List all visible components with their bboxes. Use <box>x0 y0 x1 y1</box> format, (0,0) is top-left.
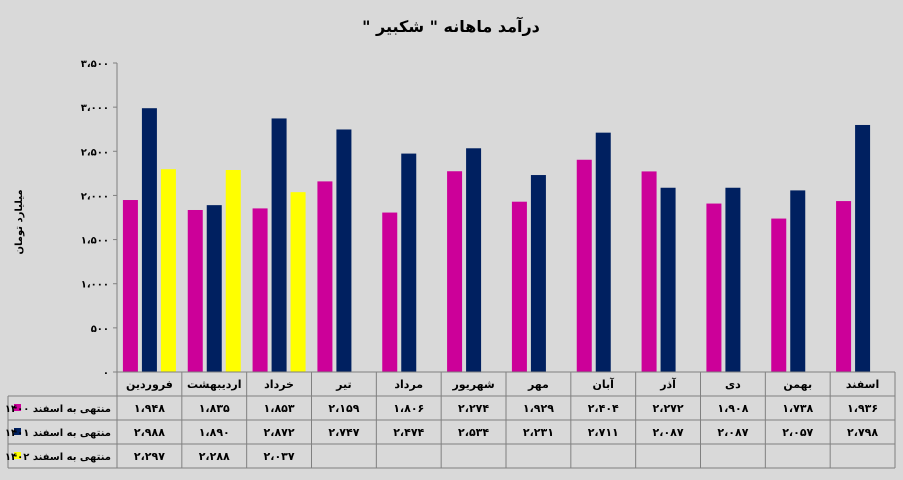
y-tick-label: ۱،۰۰۰ <box>81 280 109 291</box>
data-label: ۱،۸۵۳ <box>264 402 295 415</box>
y-axis: ۰ ۵۰۰ ۱،۰۰۰ ۱،۵۰۰ ۲،۰۰۰ ۲،۵۰۰ ۳،۰۰۰ ۳،۵۰۰ <box>81 59 118 379</box>
data-label: ۱،۸۰۶ <box>393 402 424 415</box>
data-label: ۲،۷۱۱ <box>588 426 619 439</box>
data-table: فروردین اردیبهشت خرداد تیر مرداد شهریور مهر آبا… <box>5 371 896 469</box>
y-tick-label: ۳،۰۰۰ <box>81 103 109 114</box>
bar <box>576 159 592 372</box>
bar <box>225 170 241 372</box>
bar <box>836 201 852 372</box>
bar <box>382 212 398 372</box>
legend-label: منتهی به اسفند ۱۴۰۰ <box>5 404 111 415</box>
bar <box>401 153 417 372</box>
category-label: آبان <box>593 377 615 391</box>
bar <box>187 209 203 372</box>
data-label: ۲،۵۳۴ <box>458 426 489 439</box>
data-label: ۲،۸۷۲ <box>264 426 295 439</box>
data-label: ۲،۹۸۸ <box>134 426 165 439</box>
y-tick-label: ۲،۰۰۰ <box>81 191 109 202</box>
bar <box>206 205 222 372</box>
bar <box>122 200 138 372</box>
bar <box>595 132 611 372</box>
data-label: ۲،۷۴۷ <box>328 426 359 439</box>
legend-label: منتهی به اسفند ۱۴۰۱ <box>5 428 111 439</box>
category-label: خرداد <box>264 378 294 391</box>
y-tick-label: ۲،۵۰۰ <box>81 147 109 158</box>
bar <box>706 203 722 372</box>
data-label: ۱،۸۳۵ <box>199 402 230 415</box>
data-label: ۲،۰۸۷ <box>717 426 748 439</box>
bar <box>317 181 333 372</box>
data-label: ۲،۱۵۹ <box>328 402 359 415</box>
data-label: ۱،۹۲۹ <box>523 402 554 415</box>
category-label: مرداد <box>394 378 423 391</box>
category-label: دی <box>725 378 741 391</box>
bar <box>790 190 806 372</box>
bar <box>466 148 482 372</box>
data-label: ۲،۴۰۴ <box>588 402 619 415</box>
category-label: بهمن <box>783 378 812 391</box>
data-label: ۲،۰۸۷ <box>653 426 684 439</box>
data-label: ۱،۹۴۸ <box>134 402 165 415</box>
bar <box>530 175 546 372</box>
chart-title: درآمد ماهانه " شکبیر " <box>362 16 540 36</box>
bar <box>511 201 527 372</box>
data-label: ۲،۷۹۸ <box>847 426 878 439</box>
category-label: آذر <box>659 377 676 391</box>
legend-swatch <box>14 428 21 435</box>
data-label: ۲،۲۷۴ <box>458 402 489 415</box>
data-label: ۲،۲۷۲ <box>653 402 684 415</box>
y-tick-label: ۵۰۰ <box>91 324 109 335</box>
data-label: ۲،۰۳۷ <box>264 450 295 463</box>
legend-swatch <box>14 452 21 459</box>
y-tick-label: ۱،۵۰۰ <box>81 236 109 247</box>
y-tick-label: ۳،۵۰۰ <box>81 59 109 70</box>
bar <box>160 169 176 372</box>
bar <box>336 129 352 372</box>
category-label: تیر <box>335 378 351 391</box>
category-label: فروردین <box>126 378 173 391</box>
bars <box>122 108 871 373</box>
category-label: شهریور <box>451 378 494 391</box>
data-label: ۲،۰۵۷ <box>782 426 813 439</box>
bar <box>252 208 268 372</box>
legend-swatch <box>14 404 21 411</box>
data-label: ۲،۲۸۸ <box>199 450 230 463</box>
bar <box>641 171 657 372</box>
bar <box>290 192 306 372</box>
legend-label: منتهی به اسفند ۱۴۰۲ <box>5 452 111 463</box>
bar <box>771 218 787 372</box>
category-label: اردیبهشت <box>187 378 241 391</box>
category-label: اسفند <box>846 378 879 391</box>
y-tick-label: ۰ <box>103 368 109 379</box>
data-label: ۱،۹۳۶ <box>847 402 878 415</box>
bar <box>271 118 287 373</box>
bar <box>725 187 741 372</box>
data-label: ۱،۷۳۸ <box>782 402 813 415</box>
data-label: ۲،۲۹۷ <box>134 450 165 463</box>
bar <box>447 171 463 372</box>
y-axis-label: میلیارد تومان <box>14 189 25 254</box>
data-label: ۱،۸۹۰ <box>199 426 230 439</box>
data-label: ۲،۴۷۴ <box>393 426 424 439</box>
bar <box>141 108 157 373</box>
bar <box>855 124 871 373</box>
data-label: ۱،۹۰۸ <box>717 402 748 415</box>
category-label: مهر <box>527 378 549 391</box>
data-label: ۲،۲۳۱ <box>523 426 554 439</box>
bar <box>660 187 676 372</box>
